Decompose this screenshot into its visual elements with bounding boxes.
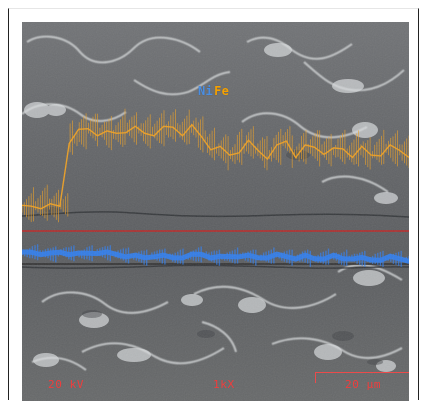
sem-image-svg — [22, 22, 409, 401]
texture-overlay — [22, 22, 409, 401]
scale-label: 20 μm — [345, 378, 382, 391]
sem-micrograph: NiFe 20 kV 1kX 20 μm — [22, 22, 409, 401]
legend-element-a: Ni — [198, 84, 214, 98]
scale-bar — [315, 372, 409, 383]
element-legend: NiFe — [198, 84, 229, 98]
magnification-label: 1kX — [213, 378, 235, 391]
accelerating-voltage-label: 20 kV — [48, 378, 85, 391]
legend-element-b: Fe — [214, 84, 230, 98]
